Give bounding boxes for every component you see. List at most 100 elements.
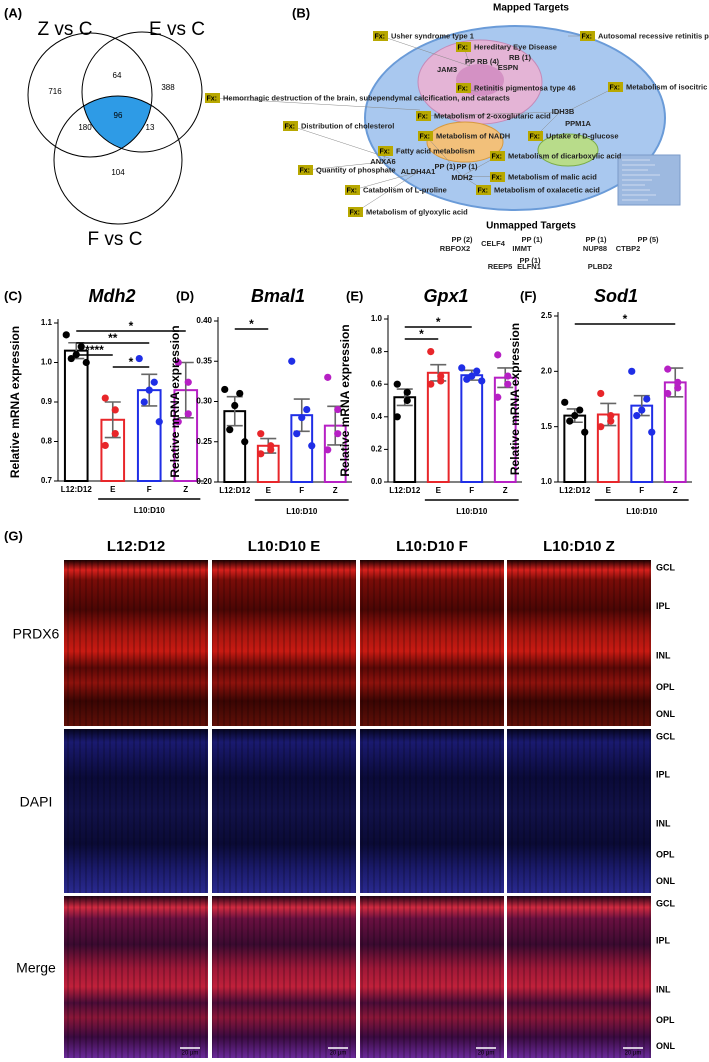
function-label: Metabolism of dicarboxylic acid — [508, 151, 622, 160]
y-axis-label: Relative mRNA expression — [508, 323, 522, 475]
micrograph-texture — [507, 896, 651, 1058]
data-point — [504, 380, 512, 388]
function-label: Hereditary Eye Disease — [474, 42, 557, 51]
gene-node: REEP5 — [488, 262, 513, 271]
function-label: Retinitis pigmentosa type 46 — [474, 83, 576, 92]
layer-label: ONL — [656, 876, 676, 886]
fx-badge — [373, 31, 388, 41]
significance-label: * — [419, 327, 424, 341]
data-point — [458, 364, 466, 372]
significance-label: * — [249, 317, 254, 331]
region-count: 96 — [114, 111, 123, 120]
gene-node: ANXA6 — [370, 157, 395, 166]
fx-badge-text: Fx: — [458, 85, 469, 92]
y-tick-label: 0.20 — [196, 477, 212, 486]
function-label: Metabolism of oxalacetic acid — [494, 185, 600, 194]
data-point — [174, 418, 182, 426]
region-count: 64 — [113, 71, 122, 80]
gene-node: RBFOX2 — [440, 244, 470, 253]
data-point — [62, 331, 70, 339]
region-count: 388 — [161, 83, 175, 92]
gene-node: CTBP2 — [616, 244, 641, 253]
micrograph-texture — [360, 560, 504, 726]
row-label: DAPI — [20, 794, 53, 810]
data-point — [334, 405, 342, 414]
edge — [425, 135, 463, 177]
data-point — [150, 378, 158, 386]
data-point — [221, 385, 229, 394]
fx-badge — [456, 42, 471, 52]
data-point — [597, 423, 605, 431]
gene-node: PLBD2 — [588, 262, 613, 271]
fx-badge-text: Fx: — [300, 167, 311, 174]
chart-title: Gpx1 — [423, 286, 468, 306]
group-label: L10:D10 — [626, 507, 658, 516]
data-point — [324, 373, 332, 381]
column-header: L10:D10 E — [248, 538, 321, 555]
y-axis-label: Relative mRNA expression — [168, 325, 182, 477]
data-point — [184, 378, 192, 386]
y-axis-label: Relative mRNA expression — [8, 326, 22, 478]
data-point — [437, 377, 445, 385]
data-point — [628, 367, 636, 375]
layer-label: INL — [656, 818, 671, 828]
x-tick-label: F — [147, 485, 152, 494]
fx-badge-text: Fx: — [350, 209, 361, 216]
micrograph-texture — [507, 560, 651, 726]
scale-bar-label: 20 µm — [330, 1051, 347, 1057]
y-tick-label: 0.0 — [371, 477, 383, 486]
gene-node: ELFN1 — [517, 262, 541, 271]
micrograph-texture — [507, 729, 651, 893]
data-point — [478, 377, 486, 385]
edge — [423, 111, 561, 117]
data-point — [303, 405, 311, 414]
function-label: Distribution of cholesterol — [301, 121, 394, 130]
layer-label: OPL — [656, 682, 675, 692]
micrograph-texture — [212, 560, 356, 726]
layer-label: IPL — [656, 601, 671, 611]
significance-label: * — [623, 312, 628, 326]
data-point — [257, 450, 265, 458]
function-label: Fatty acid metabolism — [396, 146, 475, 155]
gene-node: NUP88 — [583, 244, 607, 253]
gene-node: PP (1) — [585, 235, 607, 244]
x-tick-label: Z — [183, 485, 188, 494]
data-point — [504, 372, 512, 380]
data-point — [473, 367, 481, 375]
region-count: 716 — [48, 87, 62, 96]
data-point — [581, 428, 589, 436]
venn-circle — [53, 95, 183, 225]
fx-badge — [490, 172, 505, 182]
fx-badge-text: Fx: — [478, 187, 489, 194]
panel-label: (D) — [176, 288, 194, 303]
data-point — [566, 417, 574, 425]
micrograph-texture — [64, 896, 208, 1058]
function-label: Metabolism of 2-oxoglutaric acid — [434, 111, 551, 120]
significance-label: **** — [85, 343, 104, 357]
chart-title: Mdh2 — [89, 286, 136, 306]
edge — [355, 171, 419, 213]
fx-badge — [416, 111, 431, 121]
data-point — [140, 398, 148, 406]
function-label: Catabolism of L-proline — [363, 185, 447, 194]
fx-badge — [298, 165, 313, 175]
y-tick-label: 0.2 — [371, 445, 383, 454]
region-count: 180 — [78, 123, 92, 132]
data-point — [111, 406, 119, 414]
y-tick-label: 0.6 — [371, 379, 383, 388]
data-point — [403, 388, 411, 396]
network-title: Unmapped Targets — [486, 221, 576, 232]
gene-node: IMMT — [512, 244, 532, 253]
fx-badge — [378, 146, 393, 156]
significance-label: ** — [108, 331, 118, 345]
panel-label: (C) — [4, 288, 22, 303]
y-tick-label: 1.0 — [371, 314, 383, 323]
bar-chart: (E) Gpx1 Relative mRNA expression 0.0 0.2 0.4… — [338, 286, 522, 516]
data-point — [576, 406, 584, 414]
layer-label: INL — [656, 651, 671, 661]
layer-label: GCL — [656, 898, 676, 908]
data-point — [597, 389, 605, 398]
fx-badge — [528, 131, 543, 141]
y-tick-label: 0.35 — [196, 356, 212, 365]
